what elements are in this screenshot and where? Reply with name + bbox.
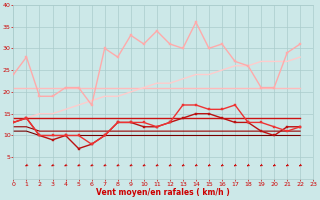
X-axis label: Vent moyen/en rafales ( km/h ): Vent moyen/en rafales ( km/h ) [96, 188, 230, 197]
